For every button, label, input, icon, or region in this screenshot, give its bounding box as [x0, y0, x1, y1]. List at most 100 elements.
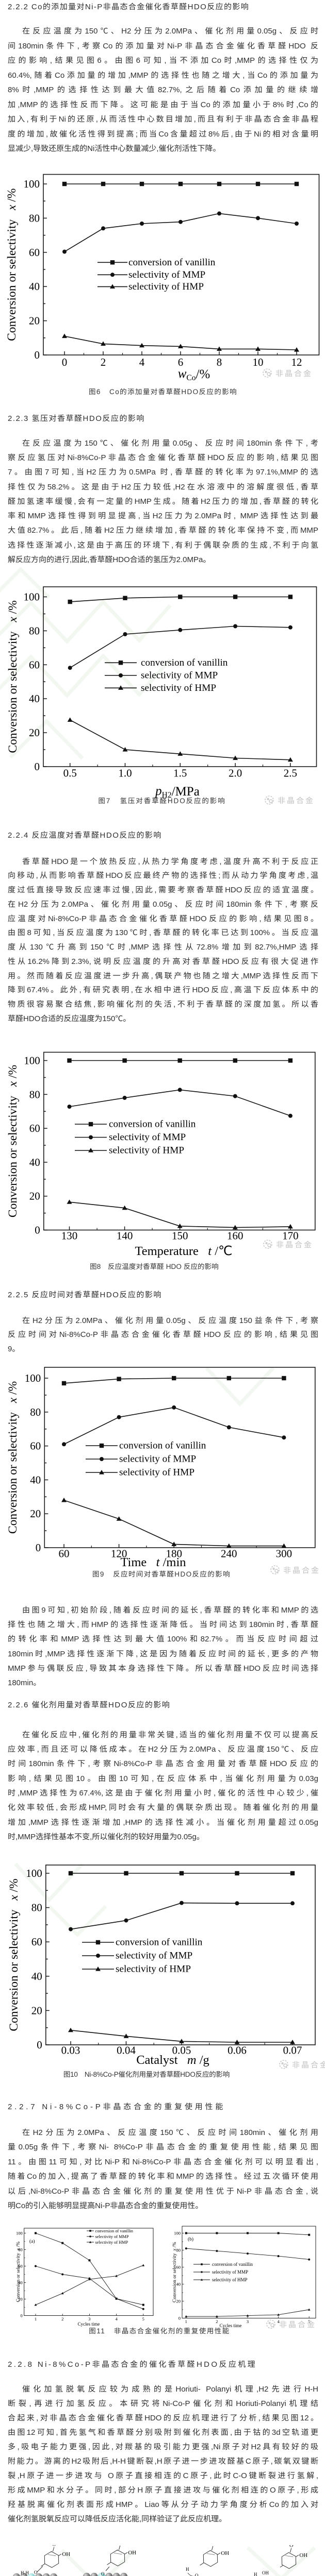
svg-text:pH2/MPa: pH2/MPa	[154, 784, 200, 800]
svg-text:OH: OH	[221, 2550, 229, 2556]
svg-text:3: 3	[88, 2316, 90, 2321]
svg-text:selectivity of MMP: selectivity of MMP	[119, 1454, 196, 1465]
svg-text:0: 0	[35, 1224, 40, 1236]
svg-text:OH: OH	[299, 2552, 307, 2558]
svg-text:60: 60	[176, 2265, 181, 2270]
svg-text:2: 2	[101, 356, 106, 368]
svg-text:2.5: 2.5	[284, 767, 297, 779]
svg-text:120: 120	[111, 1548, 127, 1560]
svg-text:Conversion or selectivity x: Conversion or selectivity x /%	[7, 1878, 21, 2031]
svg-text:100: 100	[25, 1372, 41, 1384]
svg-text:0: 0	[37, 2039, 42, 2051]
svg-text:130: 130	[61, 1230, 78, 1242]
svg-text:conversion of vanillin: conversion of vanillin	[95, 2229, 134, 2233]
svg-text:80: 80	[29, 624, 40, 637]
svg-text:conversion of vanillin: conversion of vanillin	[119, 1440, 206, 1451]
svg-text:Conversion or selectivity x: Conversion or selectivity x /%	[5, 189, 19, 341]
svg-text:100: 100	[24, 591, 40, 603]
svg-text:12: 12	[291, 356, 302, 368]
svg-text:20: 20	[31, 2004, 42, 2016]
svg-text:selectivity of HMP: selectivity of HMP	[116, 1964, 191, 1975]
svg-text:60: 60	[31, 1936, 42, 1948]
svg-text:wCo/%: wCo/%	[178, 367, 210, 382]
svg-text:conversion of vanillin: conversion of vanillin	[212, 2262, 253, 2267]
svg-text:Conversion or selectivity x: Conversion or selectivity x /%	[6, 1065, 20, 1217]
svg-text:O: O	[118, 2545, 122, 2546]
svg-text:20: 20	[29, 315, 40, 327]
svg-text:20: 20	[18, 2297, 23, 2302]
svg-text:0.06: 0.06	[228, 2044, 247, 2057]
svg-text:selectivity of MMP: selectivity of MMP	[95, 2234, 129, 2239]
svg-text:40: 40	[176, 2282, 181, 2287]
svg-text:selectivity of MMP: selectivity of MMP	[212, 2269, 248, 2275]
svg-text:OH: OH	[62, 2551, 70, 2557]
svg-text:0: 0	[178, 2316, 181, 2321]
svg-text:conversion of vanillin: conversion of vanillin	[128, 257, 216, 268]
svg-text:0: 0	[62, 356, 68, 368]
svg-text:0: 0	[36, 1541, 41, 1554]
svg-text:OH: OH	[262, 2570, 269, 2575]
svg-text:8: 8	[217, 356, 222, 368]
svg-text:selectivity of HMP: selectivity of HMP	[212, 2277, 248, 2282]
svg-text:100: 100	[24, 1055, 40, 1067]
svg-text:80: 80	[30, 1406, 41, 1418]
svg-text:Conversion or selectivity x: Conversion or selectivity x /%	[6, 1381, 20, 1534]
svg-text:selectivity of HMP: selectivity of HMP	[128, 281, 204, 292]
svg-text:80: 80	[29, 212, 40, 224]
svg-text:selectivity of HMP: selectivity of HMP	[109, 1145, 184, 1156]
svg-text:80: 80	[29, 1088, 40, 1100]
svg-text:40: 40	[31, 1970, 42, 1982]
svg-text:4: 4	[115, 2316, 118, 2321]
svg-text:selectivity of HMP: selectivity of HMP	[141, 683, 216, 693]
svg-text:60: 60	[29, 1122, 40, 1134]
svg-text:0: 0	[20, 2313, 22, 2318]
svg-text:40: 40	[29, 1156, 40, 1168]
svg-text:150: 150	[172, 1230, 188, 1242]
svg-text:100: 100	[16, 2231, 23, 2236]
svg-text:O: O	[211, 2545, 215, 2547]
svg-text:20: 20	[29, 726, 40, 739]
svg-text:100: 100	[26, 1867, 42, 1879]
svg-text:H-H: H-H	[21, 2570, 29, 2575]
svg-text:(b): (b)	[188, 2236, 193, 2242]
svg-text:0: 0	[35, 760, 40, 773]
svg-text:OH: OH	[128, 2550, 136, 2556]
svg-text:4: 4	[277, 2319, 280, 2324]
svg-text:60: 60	[18, 2264, 23, 2269]
svg-text:0.03: 0.03	[61, 2044, 80, 2057]
svg-text:2: 2	[61, 2316, 63, 2321]
svg-text:1.5: 1.5	[173, 767, 187, 779]
svg-text:0: 0	[35, 349, 40, 361]
svg-text:100: 100	[24, 178, 40, 190]
svg-text:2: 2	[216, 2319, 218, 2324]
svg-text:Conversion or selectivity x: Conversion or selectivity x /%	[6, 600, 20, 753]
svg-text:Conversion or selectivity x /: Conversion or selectivity x /%	[16, 2242, 21, 2302]
svg-text:conversion of vanillin: conversion of vanillin	[141, 657, 228, 668]
svg-text:40: 40	[29, 280, 40, 293]
svg-text:Temperature t /℃: Temperature t /℃	[135, 1244, 232, 1258]
svg-text:60: 60	[59, 1548, 70, 1560]
svg-text:conversion of vanillin: conversion of vanillin	[116, 1937, 203, 1948]
svg-text:80: 80	[176, 2248, 181, 2253]
svg-text:140: 140	[117, 1230, 133, 1242]
svg-text:20: 20	[29, 1190, 40, 1202]
svg-text:O: O	[101, 2571, 105, 2576]
svg-text:5: 5	[142, 2316, 144, 2321]
svg-text:selectivity of MMP: selectivity of MMP	[141, 670, 218, 681]
svg-text:selectivity of MMP: selectivity of MMP	[109, 1132, 186, 1143]
svg-text:selectivity of MMP: selectivity of MMP	[116, 1951, 192, 1961]
svg-text:O: O	[34, 2570, 38, 2575]
svg-text:80: 80	[31, 1902, 42, 1914]
svg-text:100: 100	[174, 2231, 181, 2236]
svg-text:O: O	[195, 2573, 199, 2576]
svg-text:60: 60	[29, 658, 40, 671]
svg-text:40: 40	[30, 1473, 41, 1486]
svg-text:60: 60	[30, 1440, 41, 1452]
svg-text:O: O	[289, 2545, 294, 2549]
svg-text:20: 20	[30, 1507, 41, 1520]
svg-text:Catalyst m /g: Catalyst m /g	[136, 2053, 209, 2067]
svg-text:3: 3	[247, 2319, 249, 2324]
svg-text:180: 180	[166, 1548, 182, 1560]
svg-text:selectivity of HMP: selectivity of HMP	[119, 1467, 194, 1478]
svg-text:1: 1	[35, 2316, 37, 2321]
